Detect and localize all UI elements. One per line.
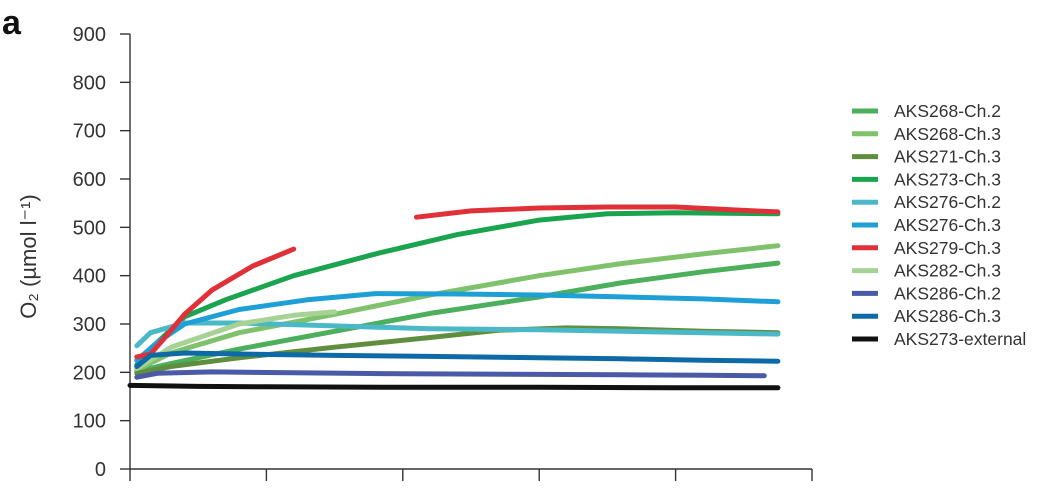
series-line-aks268-ch-2 bbox=[134, 260, 781, 374]
legend-label: AKS268-Ch.2 bbox=[894, 101, 1001, 121]
legend-item-aks273-ch-3: AKS273-Ch.3 bbox=[852, 169, 1001, 189]
legend-label: AKS268-Ch.3 bbox=[894, 124, 1001, 144]
legend-label: AKS286-Ch.3 bbox=[894, 306, 1001, 326]
legend-label: AKS276-Ch.2 bbox=[894, 192, 1001, 212]
series-aks286-ch-2 bbox=[134, 369, 767, 380]
legend-label: AKS282-Ch.3 bbox=[894, 261, 1001, 281]
legend-item-aks276-ch-3: AKS276-Ch.3 bbox=[852, 215, 1001, 235]
axes: 0 100 200 300 400 500 600 700 800 900 bbox=[73, 24, 813, 481]
y-axis-title-text: O₂ (µmol l⁻¹) bbox=[16, 194, 41, 318]
legend-label: AKS279-Ch.3 bbox=[894, 238, 1001, 258]
legend-item-aks268-ch-3: AKS268-Ch.3 bbox=[852, 124, 1001, 144]
legend: AKS268-Ch.2AKS268-Ch.3AKS271-Ch.3AKS273-… bbox=[852, 101, 1026, 349]
plot-area bbox=[127, 204, 781, 391]
series-aks276-ch-2 bbox=[134, 320, 781, 349]
legend-item-aks286-ch-2: AKS286-Ch.2 bbox=[852, 283, 1001, 303]
y-tick-label: 400 bbox=[73, 266, 106, 288]
y-tick-label: 100 bbox=[73, 411, 106, 433]
series-aks273-external bbox=[127, 382, 781, 391]
y-tick-label: 800 bbox=[73, 72, 106, 94]
series-line-aks273-external bbox=[127, 382, 781, 391]
legend-item-aks276-ch-2: AKS276-Ch.2 bbox=[852, 192, 1001, 212]
series-line-aks276-ch-2 bbox=[134, 320, 781, 349]
legend-item-aks273-external: AKS273-external bbox=[852, 329, 1026, 349]
series-line-aks276-ch-3 bbox=[134, 291, 781, 363]
series-aks286-ch-3 bbox=[134, 350, 781, 369]
y-tick-label: 0 bbox=[95, 459, 106, 481]
legend-label: AKS286-Ch.2 bbox=[894, 283, 1001, 303]
legend-label: AKS273-Ch.3 bbox=[894, 169, 1001, 189]
legend-item-aks286-ch-3: AKS286-Ch.3 bbox=[852, 306, 1001, 326]
y-tick-label: 300 bbox=[73, 314, 106, 336]
y-tick-label: 600 bbox=[73, 169, 106, 191]
series-line-aks279-ch-3 bbox=[413, 204, 781, 220]
panel-label: a bbox=[2, 4, 21, 42]
y-tick-label: 700 bbox=[73, 121, 106, 143]
y-tick-label: 200 bbox=[73, 362, 106, 384]
legend-item-aks268-ch-2: AKS268-Ch.2 bbox=[852, 101, 1001, 121]
y-axis-title: O₂ (µmol l⁻¹) bbox=[16, 194, 41, 318]
legend-label: AKS273-external bbox=[894, 329, 1026, 349]
legend-item-aks282-ch-3: AKS282-Ch.3 bbox=[852, 261, 1001, 281]
series-line-aks286-ch-3 bbox=[134, 350, 781, 369]
series-line-aks286-ch-2 bbox=[134, 369, 767, 380]
legend-item-aks271-ch-3: AKS271-Ch.3 bbox=[852, 147, 1001, 167]
y-tick-label: 500 bbox=[73, 217, 106, 239]
series-aks276-ch-3 bbox=[134, 291, 781, 363]
y-tick-label: 900 bbox=[73, 24, 106, 46]
legend-label: AKS271-Ch.3 bbox=[894, 147, 1001, 167]
series-aks268-ch-2 bbox=[134, 260, 781, 374]
legend-label: AKS276-Ch.3 bbox=[894, 215, 1001, 235]
legend-item-aks279-ch-3: AKS279-Ch.3 bbox=[852, 238, 1001, 258]
